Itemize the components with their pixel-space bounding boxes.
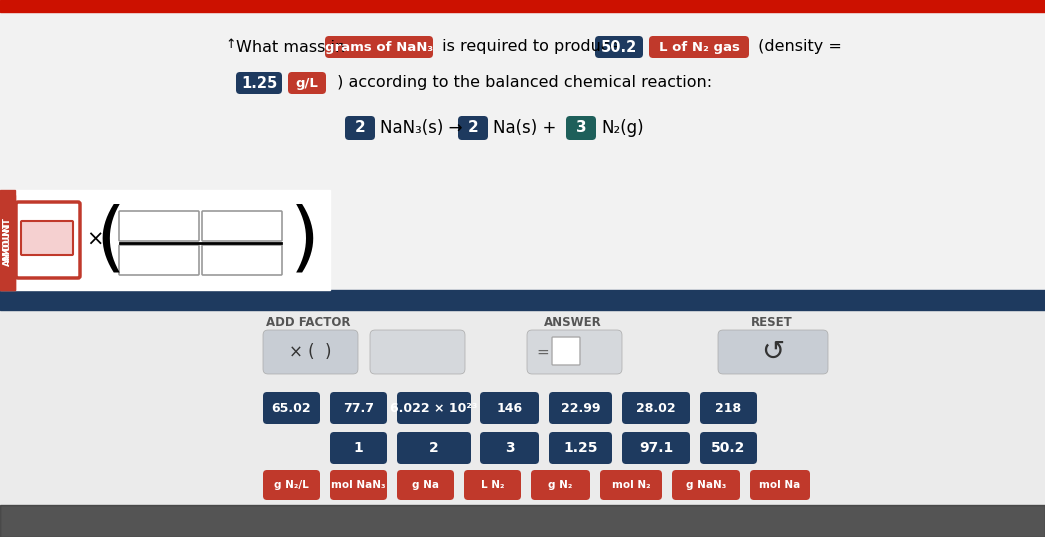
FancyBboxPatch shape bbox=[672, 470, 740, 500]
Bar bbox=[0, 190, 15, 290]
Bar bbox=[0, 0, 1045, 290]
Text: ADD FACTOR: ADD FACTOR bbox=[265, 316, 350, 329]
Text: g NaN₃: g NaN₃ bbox=[686, 480, 726, 490]
FancyBboxPatch shape bbox=[119, 245, 199, 275]
Text: =: = bbox=[537, 345, 550, 359]
FancyBboxPatch shape bbox=[397, 392, 471, 424]
Text: mol N₂: mol N₂ bbox=[611, 480, 650, 490]
Text: g N₂/L: g N₂/L bbox=[274, 480, 309, 490]
Text: ↑: ↑ bbox=[225, 38, 235, 50]
Text: ↺: ↺ bbox=[762, 338, 785, 366]
Text: AMOUNT: AMOUNT bbox=[2, 217, 11, 263]
Text: mol NaN₃: mol NaN₃ bbox=[331, 480, 386, 490]
Circle shape bbox=[0, 232, 20, 288]
FancyBboxPatch shape bbox=[700, 392, 757, 424]
Text: 50.2: 50.2 bbox=[712, 441, 746, 455]
FancyBboxPatch shape bbox=[370, 330, 465, 374]
FancyBboxPatch shape bbox=[458, 116, 488, 140]
Text: × (  ): × ( ) bbox=[289, 343, 331, 361]
FancyBboxPatch shape bbox=[700, 432, 757, 464]
Text: ): ) bbox=[291, 203, 320, 277]
FancyBboxPatch shape bbox=[263, 470, 320, 500]
Text: g Na: g Na bbox=[412, 480, 439, 490]
FancyBboxPatch shape bbox=[202, 245, 282, 275]
Text: ANSWER: ANSWER bbox=[544, 316, 602, 329]
Text: 22.99: 22.99 bbox=[561, 402, 600, 415]
Text: ×: × bbox=[87, 230, 103, 250]
FancyBboxPatch shape bbox=[21, 221, 73, 255]
Text: 65.02: 65.02 bbox=[272, 402, 311, 415]
Bar bbox=[0, 505, 1045, 537]
Bar bbox=[0, 190, 330, 290]
Text: 1: 1 bbox=[353, 441, 364, 455]
Text: What mass in: What mass in bbox=[236, 40, 350, 54]
Text: RESET: RESET bbox=[751, 316, 793, 329]
Text: 77.7: 77.7 bbox=[343, 402, 374, 415]
FancyBboxPatch shape bbox=[202, 211, 282, 241]
FancyBboxPatch shape bbox=[595, 36, 643, 58]
Text: g/L: g/L bbox=[296, 76, 319, 90]
Text: 146: 146 bbox=[496, 402, 522, 415]
Text: 50.2: 50.2 bbox=[601, 40, 637, 54]
Text: L N₂: L N₂ bbox=[481, 480, 505, 490]
Text: 3: 3 bbox=[505, 441, 514, 455]
FancyBboxPatch shape bbox=[330, 432, 387, 464]
Text: 6.022 × 10²³: 6.022 × 10²³ bbox=[391, 402, 478, 415]
FancyBboxPatch shape bbox=[566, 116, 596, 140]
Bar bbox=[0, 195, 15, 290]
Text: NaN₃(s) →: NaN₃(s) → bbox=[380, 119, 463, 137]
FancyBboxPatch shape bbox=[549, 432, 612, 464]
FancyBboxPatch shape bbox=[750, 470, 810, 500]
Text: is required to produce: is required to produce bbox=[437, 40, 625, 54]
Text: (: ( bbox=[95, 203, 125, 277]
FancyBboxPatch shape bbox=[397, 470, 454, 500]
Text: 1.25: 1.25 bbox=[563, 441, 598, 455]
Text: AMOUNT: AMOUNT bbox=[2, 221, 11, 265]
FancyBboxPatch shape bbox=[288, 72, 326, 94]
FancyBboxPatch shape bbox=[649, 36, 749, 58]
Text: g N₂: g N₂ bbox=[549, 480, 573, 490]
Text: (density =: (density = bbox=[753, 40, 842, 54]
FancyBboxPatch shape bbox=[600, 470, 661, 500]
FancyBboxPatch shape bbox=[480, 432, 539, 464]
FancyBboxPatch shape bbox=[16, 202, 80, 278]
FancyBboxPatch shape bbox=[552, 337, 580, 365]
Text: ) according to the balanced chemical reaction:: ) according to the balanced chemical rea… bbox=[332, 76, 712, 91]
Text: 218: 218 bbox=[716, 402, 742, 415]
FancyBboxPatch shape bbox=[527, 330, 622, 374]
FancyBboxPatch shape bbox=[397, 432, 471, 464]
FancyBboxPatch shape bbox=[531, 470, 590, 500]
Text: 2: 2 bbox=[429, 441, 439, 455]
Text: L of N₂ gas: L of N₂ gas bbox=[658, 40, 740, 54]
FancyBboxPatch shape bbox=[549, 392, 612, 424]
Text: 2: 2 bbox=[354, 120, 366, 135]
Text: mol Na: mol Na bbox=[760, 480, 800, 490]
Text: 2: 2 bbox=[467, 120, 479, 135]
FancyBboxPatch shape bbox=[263, 330, 358, 374]
Text: 97.1: 97.1 bbox=[638, 441, 673, 455]
Bar bbox=[0, 310, 1045, 537]
FancyBboxPatch shape bbox=[330, 470, 387, 500]
FancyBboxPatch shape bbox=[330, 392, 387, 424]
FancyBboxPatch shape bbox=[325, 36, 433, 58]
Text: 28.02: 28.02 bbox=[636, 402, 676, 415]
FancyBboxPatch shape bbox=[345, 116, 375, 140]
FancyBboxPatch shape bbox=[718, 330, 828, 374]
Text: Na(s) +: Na(s) + bbox=[493, 119, 556, 137]
FancyBboxPatch shape bbox=[236, 72, 282, 94]
Bar bbox=[0, 0, 1045, 12]
Text: grams of NaN₃: grams of NaN₃ bbox=[325, 40, 433, 54]
Text: 3: 3 bbox=[576, 120, 586, 135]
Text: 1.25: 1.25 bbox=[241, 76, 277, 91]
FancyBboxPatch shape bbox=[464, 470, 521, 500]
Text: N₂(g): N₂(g) bbox=[601, 119, 644, 137]
FancyBboxPatch shape bbox=[622, 392, 690, 424]
FancyBboxPatch shape bbox=[622, 432, 690, 464]
FancyBboxPatch shape bbox=[119, 211, 199, 241]
FancyBboxPatch shape bbox=[263, 392, 320, 424]
Bar bbox=[0, 290, 1045, 310]
FancyBboxPatch shape bbox=[480, 392, 539, 424]
